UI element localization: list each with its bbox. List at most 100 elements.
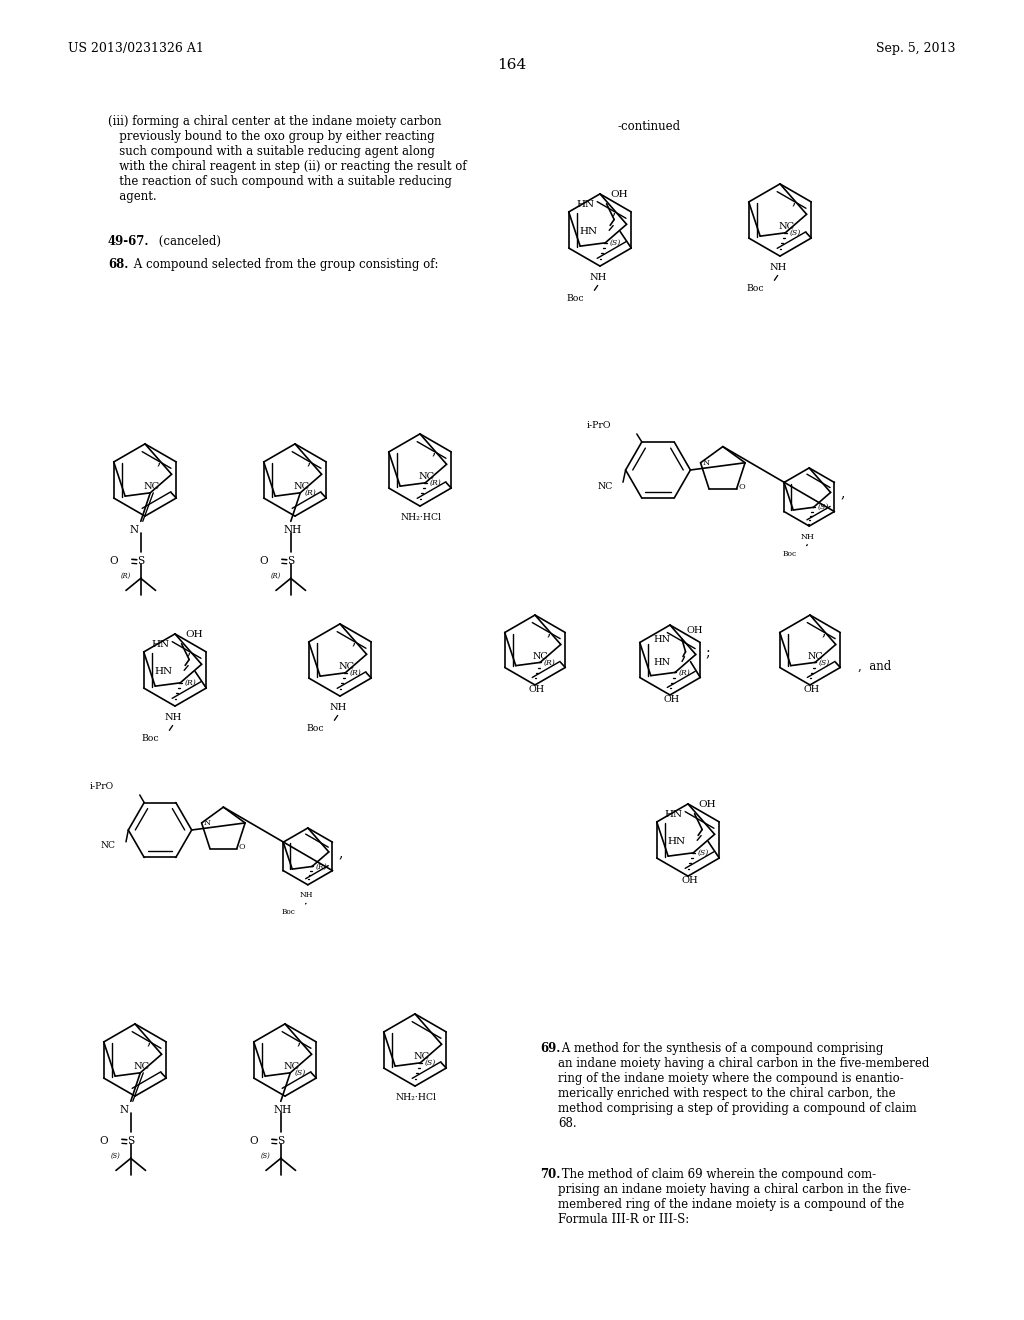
Text: OH: OH [528,685,545,694]
Text: 70.: 70. [540,1168,560,1181]
Text: (R): (R) [304,488,316,496]
Text: O: O [738,483,745,491]
Text: Boc: Boc [141,734,160,743]
Text: (S): (S) [609,239,621,247]
Text: Boc: Boc [746,284,764,293]
Text: Boc: Boc [566,294,585,304]
Text: OH: OH [185,630,203,639]
Text: NC: NC [598,482,613,491]
Text: -continued: -continued [618,120,681,133]
Text: ,: , [547,624,551,639]
Text: (R): (R) [121,572,131,579]
Text: NC: NC [133,1063,150,1071]
Text: ,: , [821,624,825,639]
Text: (R): (R) [270,572,281,579]
Text: S: S [137,556,144,566]
Text: 164: 164 [498,58,526,73]
Text: (S): (S) [817,503,828,511]
Text: N: N [130,525,139,536]
Text: (S): (S) [424,1059,435,1067]
Text: NC: NC [283,1063,299,1071]
Text: (R): (R) [544,659,556,667]
Text: ,: , [792,194,796,207]
Text: The method of claim 69 wherein the compound com-
prising an indane moiety having: The method of claim 69 wherein the compo… [558,1168,911,1226]
Text: HN: HN [577,199,595,209]
Text: US 2013/0231326 A1: US 2013/0231326 A1 [68,42,204,55]
Text: ,: , [431,444,436,458]
Text: O: O [249,1137,258,1146]
Text: ,: , [157,453,161,467]
Text: O: O [110,556,118,566]
Text: HN: HN [152,640,170,649]
Text: (S): (S) [261,1152,270,1160]
Text: NH: NH [801,533,814,541]
Text: S: S [287,556,294,566]
Text: HN: HN [667,837,685,846]
Text: NC: NC [778,222,795,231]
Text: ,: , [351,634,356,647]
Text: NC: NC [101,841,116,850]
Text: 69.: 69. [540,1041,560,1055]
Text: (S): (S) [294,1069,305,1077]
Text: (R): (R) [679,668,691,676]
Text: HN: HN [154,667,172,676]
Text: (R): (R) [349,669,361,677]
Text: OH: OH [610,190,628,199]
Text: ,: , [339,846,343,861]
Text: i-PrO: i-PrO [587,421,610,430]
Text: (S): (S) [819,659,830,667]
Text: OH: OH [664,694,680,704]
Text: NH₂·HCl: NH₂·HCl [396,1093,437,1102]
Text: NH: NH [589,273,606,282]
Text: NH: NH [284,525,302,536]
Text: S: S [278,1135,285,1146]
Text: (canceled): (canceled) [155,235,221,248]
Text: O: O [99,1137,108,1146]
Text: ,: , [611,203,616,218]
Text: NC: NC [413,1052,429,1061]
Text: Sep. 5, 2013: Sep. 5, 2013 [877,42,956,55]
Text: (R): (R) [316,862,328,870]
Text: (R): (R) [184,678,196,686]
Text: OH: OH [681,875,697,884]
Text: HN: HN [653,635,670,644]
Text: NC: NC [338,663,354,671]
Text: 68.: 68. [108,257,128,271]
Text: HN: HN [579,227,597,236]
Text: (R): (R) [429,479,441,487]
Text: (S): (S) [790,228,801,236]
Text: OH: OH [686,627,702,635]
Text: Boc: Boc [782,549,797,557]
Text: O: O [239,842,246,850]
Text: N: N [204,818,211,826]
Text: OH: OH [804,685,819,694]
Text: OH: OH [698,800,716,809]
Text: ,  and: , and [858,660,891,673]
Text: ,: , [146,1034,151,1047]
Text: NH₂·HCl: NH₂·HCl [401,513,442,523]
Text: ;: ; [706,647,710,660]
Text: ,: , [297,1034,301,1047]
Text: ,: , [186,643,190,657]
Text: ,: , [306,453,311,467]
Text: i-PrO: i-PrO [90,783,114,792]
Text: NH: NH [273,1105,292,1115]
Text: Boc: Boc [282,908,296,916]
Text: (S): (S) [697,849,709,857]
Text: A compound selected from the group consisting of:: A compound selected from the group consi… [130,257,438,271]
Text: N: N [120,1105,129,1115]
Text: N: N [702,459,710,467]
Text: NC: NC [808,652,823,661]
Text: NC: NC [418,473,434,482]
Text: NH: NH [164,713,181,722]
Text: 49-67.: 49-67. [108,235,150,248]
Text: (S): (S) [111,1152,121,1160]
Text: HN: HN [665,809,683,818]
Text: A method for the synthesis of a compound comprising
an indane moiety having a ch: A method for the synthesis of a compound… [558,1041,930,1130]
Text: NC: NC [293,482,309,491]
Text: O: O [259,556,268,566]
Text: HN: HN [654,657,671,667]
Text: Boc: Boc [307,725,325,734]
Text: NC: NC [143,482,159,491]
Text: S: S [127,1135,134,1146]
